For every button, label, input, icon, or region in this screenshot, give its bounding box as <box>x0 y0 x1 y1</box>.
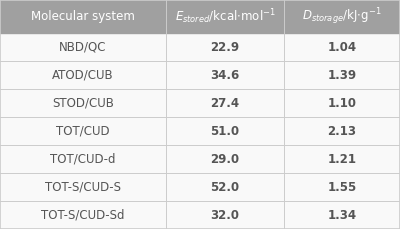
Text: 52.0: 52.0 <box>210 180 240 194</box>
Text: 27.4: 27.4 <box>210 97 240 110</box>
Text: 1.04: 1.04 <box>328 41 356 54</box>
Text: TOT-S/CUD-Sd: TOT-S/CUD-Sd <box>41 209 125 221</box>
Text: Molecular system: Molecular system <box>31 10 135 23</box>
Text: 32.0: 32.0 <box>210 209 240 221</box>
Text: 34.6: 34.6 <box>210 69 240 82</box>
Text: 1.39: 1.39 <box>328 69 356 82</box>
Text: TOT/CUD-d: TOT/CUD-d <box>50 153 116 166</box>
Bar <box>0 0 400 33</box>
Text: $E_{stored}$/kcal$\cdot$mol$^{-1}$: $E_{stored}$/kcal$\cdot$mol$^{-1}$ <box>174 7 276 26</box>
Text: STOD/CUB: STOD/CUB <box>52 97 114 110</box>
Text: 2.13: 2.13 <box>328 125 356 138</box>
Text: 29.0: 29.0 <box>210 153 240 166</box>
Text: NBD/QC: NBD/QC <box>59 41 107 54</box>
Text: 1.34: 1.34 <box>328 209 356 221</box>
Text: ATOD/CUB: ATOD/CUB <box>52 69 114 82</box>
Text: TOT-S/CUD-S: TOT-S/CUD-S <box>45 180 121 194</box>
Text: 1.10: 1.10 <box>328 97 356 110</box>
Text: 1.55: 1.55 <box>327 180 357 194</box>
Text: $D_{storage}$/kJ$\cdot$g$^{-1}$: $D_{storage}$/kJ$\cdot$g$^{-1}$ <box>302 6 382 27</box>
Text: TOT/CUD: TOT/CUD <box>56 125 110 138</box>
Text: 51.0: 51.0 <box>210 125 240 138</box>
Text: 1.21: 1.21 <box>328 153 356 166</box>
Text: 22.9: 22.9 <box>210 41 240 54</box>
